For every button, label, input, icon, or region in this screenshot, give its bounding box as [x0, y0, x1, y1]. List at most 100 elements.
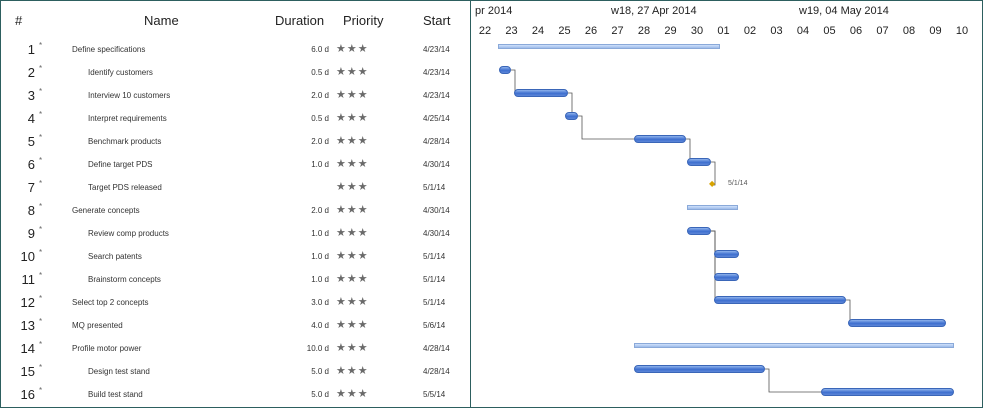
column-header-start[interactable]: Start — [423, 13, 451, 28]
priority-stars[interactable]: ★★★ — [336, 158, 369, 170]
task-start-date[interactable]: 5/5/14 — [423, 390, 446, 399]
task-start-date[interactable]: 4/23/14 — [423, 68, 450, 77]
task-start-date[interactable]: 5/1/14 — [423, 275, 446, 284]
info-indicator-icon[interactable]: * — [39, 179, 43, 188]
task-duration[interactable]: 2.0 d — [311, 137, 329, 146]
task-start-date[interactable]: 4/30/14 — [423, 206, 450, 215]
task-start-date[interactable]: 4/30/14 — [423, 160, 450, 169]
task-name[interactable]: MQ presented — [72, 321, 123, 330]
task-name[interactable]: Define target PDS — [88, 160, 153, 169]
task-duration[interactable]: 1.0 d — [311, 160, 329, 169]
task-name[interactable]: Generate concepts — [72, 206, 140, 215]
info-indicator-icon[interactable]: * — [39, 110, 43, 119]
task-start-date[interactable]: 5/1/14 — [423, 252, 446, 261]
task-start-date[interactable]: 5/6/14 — [423, 321, 446, 330]
priority-stars[interactable]: ★★★ — [336, 388, 369, 400]
info-indicator-icon[interactable]: * — [39, 248, 43, 257]
info-indicator-icon[interactable]: * — [39, 271, 43, 280]
info-indicator-icon[interactable]: * — [39, 317, 43, 326]
info-indicator-icon[interactable]: * — [39, 386, 43, 395]
task-bar[interactable] — [634, 365, 765, 373]
task-start-date[interactable]: 4/28/14 — [423, 367, 450, 376]
priority-stars[interactable]: ★★★ — [336, 135, 369, 147]
priority-stars[interactable]: ★★★ — [336, 273, 369, 285]
info-indicator-icon[interactable]: * — [39, 363, 43, 372]
task-bar[interactable] — [714, 296, 846, 304]
info-indicator-icon[interactable]: * — [39, 225, 43, 234]
task-name[interactable]: Interview 10 customers — [88, 91, 171, 100]
task-name[interactable]: Brainstorm concepts — [88, 275, 161, 284]
milestone-diamond-icon[interactable]: ◆ — [709, 179, 716, 188]
priority-stars[interactable]: ★★★ — [336, 227, 369, 239]
task-row[interactable]: 10 * Search patents 1.0 d ★★★ 5/1/14 — [1, 246, 471, 269]
task-row[interactable]: 16 * Build test stand 5.0 d ★★★ 5/5/14 — [1, 384, 471, 407]
task-row[interactable]: 2 * Identify customers 0.5 d ★★★ 4/23/14 — [1, 62, 471, 85]
task-row[interactable]: 14 * Profile motor power 10.0 d ★★★ 4/28/14 — [1, 338, 471, 361]
task-start-date[interactable]: 4/28/14 — [423, 137, 450, 146]
task-duration[interactable]: 0.5 d — [311, 68, 329, 77]
task-bar[interactable] — [848, 319, 946, 327]
task-bar[interactable] — [714, 273, 739, 281]
task-name[interactable]: Build test stand — [88, 390, 143, 399]
priority-stars[interactable]: ★★★ — [336, 250, 369, 262]
column-header-duration[interactable]: Duration — [275, 13, 325, 28]
task-name[interactable]: Identify customers — [88, 68, 153, 77]
task-bar[interactable] — [634, 135, 686, 143]
task-row[interactable]: 9 * Review comp products 1.0 d ★★★ 4/30/14 — [1, 223, 471, 246]
task-duration[interactable]: 1.0 d — [311, 252, 329, 261]
task-name[interactable]: Define specifications — [72, 45, 146, 54]
priority-stars[interactable]: ★★★ — [336, 204, 369, 216]
task-name[interactable]: Search patents — [88, 252, 142, 261]
task-name[interactable]: Benchmark products — [88, 137, 162, 146]
info-indicator-icon[interactable]: * — [39, 133, 43, 142]
task-start-date[interactable]: 4/30/14 — [423, 229, 450, 238]
task-duration[interactable]: 2.0 d — [311, 91, 329, 100]
priority-stars[interactable]: ★★★ — [336, 342, 369, 354]
task-duration[interactable]: 4.0 d — [311, 321, 329, 330]
task-duration[interactable]: 2.0 d — [311, 206, 329, 215]
task-start-date[interactable]: 5/1/14 — [423, 298, 446, 307]
summary-bar[interactable] — [687, 205, 738, 210]
task-duration[interactable]: 10.0 d — [306, 344, 329, 353]
task-start-date[interactable]: 5/1/14 — [423, 183, 446, 192]
task-row[interactable]: 5 * Benchmark products 2.0 d ★★★ 4/28/14 — [1, 131, 471, 154]
task-name[interactable]: Review comp products — [88, 229, 169, 238]
priority-stars[interactable]: ★★★ — [336, 43, 369, 55]
task-name[interactable]: Interpret requirements — [88, 114, 167, 123]
info-indicator-icon[interactable]: * — [39, 87, 43, 96]
task-duration[interactable]: 5.0 d — [311, 390, 329, 399]
task-row[interactable]: 3 * Interview 10 customers 2.0 d ★★★ 4/23/14 — [1, 85, 471, 108]
task-duration[interactable]: 6.0 d — [311, 45, 329, 54]
task-bar[interactable] — [821, 388, 954, 396]
priority-stars[interactable]: ★★★ — [336, 319, 369, 331]
task-bar[interactable] — [514, 89, 568, 97]
task-bar[interactable] — [687, 227, 711, 235]
task-bar[interactable] — [714, 250, 739, 258]
task-row[interactable]: 12 * Select top 2 concepts 3.0 d ★★★ 5/1/14 — [1, 292, 471, 315]
priority-stars[interactable]: ★★★ — [336, 112, 369, 124]
task-row[interactable]: 7 * Target PDS released ★★★ 5/1/14 — [1, 177, 471, 200]
priority-stars[interactable]: ★★★ — [336, 365, 369, 377]
priority-stars[interactable]: ★★★ — [336, 89, 369, 101]
task-duration[interactable]: 3.0 d — [311, 298, 329, 307]
task-start-date[interactable]: 4/23/14 — [423, 91, 450, 100]
priority-stars[interactable]: ★★★ — [336, 66, 369, 78]
priority-stars[interactable]: ★★★ — [336, 296, 369, 308]
task-duration[interactable]: 1.0 d — [311, 275, 329, 284]
info-indicator-icon[interactable]: * — [39, 202, 43, 211]
task-duration[interactable]: 1.0 d — [311, 229, 329, 238]
info-indicator-icon[interactable]: * — [39, 41, 43, 50]
column-header-priority[interactable]: Priority — [343, 13, 384, 28]
task-row[interactable]: 4 * Interpret requirements 0.5 d ★★★ 4/25/14 — [1, 108, 471, 131]
task-row[interactable]: 13 * MQ presented 4.0 d ★★★ 5/6/14 — [1, 315, 471, 338]
task-row[interactable]: 1 * Define specifications 6.0 d ★★★ 4/23/14 — [1, 39, 471, 62]
task-bar[interactable] — [499, 66, 511, 74]
task-start-date[interactable]: 4/23/14 — [423, 45, 450, 54]
task-row[interactable]: 6 * Define target PDS 1.0 d ★★★ 4/30/14 — [1, 154, 471, 177]
info-indicator-icon[interactable]: * — [39, 156, 43, 165]
info-indicator-icon[interactable]: * — [39, 294, 43, 303]
summary-bar[interactable] — [498, 44, 720, 49]
task-name[interactable]: Select top 2 concepts — [72, 298, 149, 307]
column-header-number[interactable]: # — [15, 13, 23, 28]
info-indicator-icon[interactable]: * — [39, 64, 43, 73]
